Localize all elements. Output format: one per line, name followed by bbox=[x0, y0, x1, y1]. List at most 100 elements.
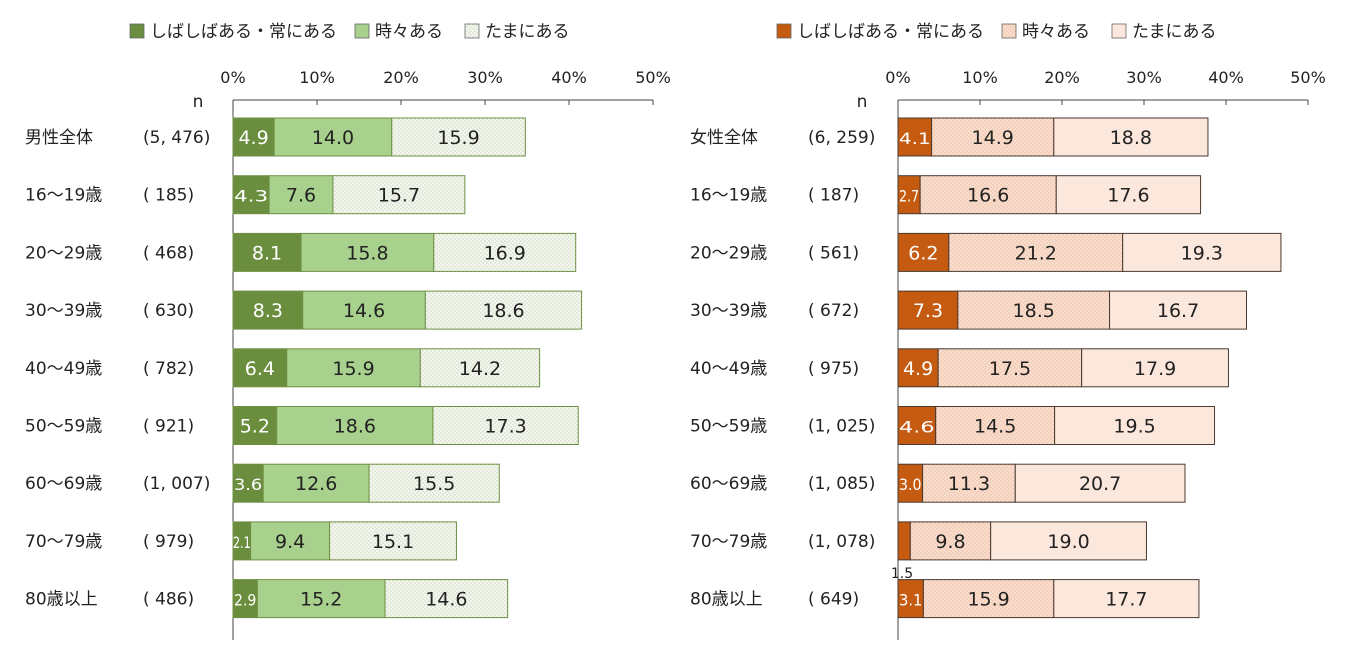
bar-segment bbox=[897, 579, 924, 619]
legend-swatch-2 bbox=[1001, 23, 1017, 39]
legend-label-1: しばしばある・常にある bbox=[797, 22, 984, 42]
x-tick-label: 20% bbox=[1044, 68, 1080, 87]
category-label: 50～59歳 bbox=[690, 417, 767, 437]
data-label: 6.4 bbox=[245, 358, 275, 380]
data-label: 1.5 bbox=[891, 566, 913, 582]
n-label: ( 187) bbox=[808, 186, 859, 206]
data-label: 14.6 bbox=[425, 589, 467, 611]
x-tick-label: 50% bbox=[1290, 68, 1326, 87]
bar-segment bbox=[232, 406, 278, 445]
data-label: 16.7 bbox=[1157, 300, 1199, 322]
data-label: 4.9 bbox=[238, 127, 268, 149]
n-label: ( 921) bbox=[143, 417, 194, 437]
x-tick-label: 30% bbox=[467, 68, 503, 87]
data-label: 8.3 bbox=[253, 300, 283, 322]
n-label: ( 486) bbox=[143, 590, 194, 610]
legend-label-2: 時々ある bbox=[1022, 22, 1090, 42]
bar-segment bbox=[990, 521, 1147, 561]
n-label: (5, 476) bbox=[143, 128, 210, 148]
category-label: 16～19歳 bbox=[690, 186, 767, 206]
category-label: 80歳以上 bbox=[25, 590, 98, 610]
bar-segment bbox=[1054, 406, 1216, 445]
male-chart-panel: しばしばある・常にある 時々ある たまにある 0% 10% 20% 30% 40% 50% n 男性… bbox=[25, 22, 671, 640]
data-label: 14.0 bbox=[312, 127, 354, 149]
data-label: 15.9 bbox=[437, 127, 479, 149]
legend-swatch-1 bbox=[776, 23, 792, 39]
bar-segment bbox=[424, 290, 583, 330]
data-label: 14.6 bbox=[343, 300, 385, 322]
bar-segment bbox=[1122, 232, 1282, 272]
data-label: 14.5 bbox=[974, 416, 1016, 438]
x-tick-label: 50% bbox=[635, 68, 671, 87]
bar-segment bbox=[286, 348, 421, 388]
data-label: 4.9 bbox=[903, 358, 933, 380]
n-label: ( 782) bbox=[143, 359, 194, 379]
bar-segment bbox=[232, 117, 275, 157]
bar-segment bbox=[897, 463, 924, 503]
data-label: 9.4 bbox=[275, 531, 305, 553]
x-tick-label: 40% bbox=[1208, 68, 1244, 87]
bar-segment bbox=[1109, 290, 1248, 330]
legend-swatch-2 bbox=[354, 23, 370, 39]
bar-segment bbox=[391, 117, 526, 157]
bar-segment bbox=[302, 290, 426, 330]
data-label: 14.9 bbox=[972, 127, 1014, 149]
bar-segment bbox=[897, 521, 911, 561]
bar-segment bbox=[897, 117, 933, 157]
bar-segment bbox=[1053, 579, 1200, 619]
bar-segment bbox=[256, 579, 386, 619]
bar-segment bbox=[935, 406, 1056, 445]
n-label: ( 561) bbox=[808, 243, 859, 263]
category-label: 60～69歳 bbox=[690, 474, 767, 494]
n-label: ( 185) bbox=[143, 186, 194, 206]
bar-segment bbox=[419, 348, 541, 388]
data-label: 18.6 bbox=[482, 300, 524, 322]
bar-segment bbox=[329, 521, 457, 561]
data-label: 19.5 bbox=[1113, 416, 1155, 438]
category-label: 50～59歳 bbox=[25, 417, 102, 437]
legend-label-2: 時々ある bbox=[375, 22, 443, 42]
data-label: 5.2 bbox=[240, 416, 270, 438]
bar-segment bbox=[931, 117, 1055, 157]
data-label: 4.1 bbox=[899, 129, 931, 148]
category-label: 20～29歳 bbox=[25, 243, 102, 263]
x-tick-label: 0% bbox=[885, 68, 910, 87]
data-label: 15.9 bbox=[332, 358, 374, 380]
data-label: 2.1 bbox=[233, 533, 251, 552]
bar-segment bbox=[232, 463, 264, 503]
category-label: 30～39歳 bbox=[690, 301, 767, 321]
x-tick-label: 0% bbox=[220, 68, 245, 87]
data-label: 4.3 bbox=[234, 187, 268, 206]
category-label: 40～49歳 bbox=[690, 359, 767, 379]
category-label: 20～29歳 bbox=[690, 243, 767, 263]
bar-segment bbox=[384, 579, 509, 619]
data-label: 2.7 bbox=[899, 187, 919, 206]
data-label: 17.9 bbox=[1134, 358, 1176, 380]
bar-segment bbox=[432, 406, 579, 445]
legend-swatch-1 bbox=[129, 23, 145, 39]
female-chart-panel: しばしばある・常にある 時々ある たまにある 0% 10% 20% 30% 40% 50% n 女性… bbox=[690, 22, 1326, 640]
data-label: 15.8 bbox=[346, 242, 388, 264]
n-label: ( 630) bbox=[143, 301, 194, 321]
n-label: (1, 007) bbox=[143, 474, 210, 494]
bar-segment bbox=[250, 521, 331, 561]
data-label: 6.2 bbox=[908, 242, 938, 264]
n-label: ( 672) bbox=[808, 301, 859, 321]
bar-segment bbox=[300, 232, 435, 272]
bar-segment bbox=[232, 579, 258, 619]
category-label: 40～49歳 bbox=[25, 359, 102, 379]
data-label: 18.6 bbox=[334, 416, 376, 438]
legend-swatch-3 bbox=[1111, 23, 1127, 39]
bar-segment bbox=[273, 117, 393, 157]
bar-segment bbox=[922, 463, 1016, 503]
data-label: 15.7 bbox=[378, 185, 420, 207]
bar-segment bbox=[368, 463, 500, 503]
data-label: 15.9 bbox=[967, 589, 1009, 611]
legend-label-3: たまにある bbox=[485, 22, 570, 42]
data-label: 18.5 bbox=[1013, 300, 1055, 322]
bar-segment bbox=[232, 232, 302, 272]
bar-segment bbox=[1081, 348, 1229, 388]
bar-segment bbox=[897, 406, 937, 445]
bar-segment bbox=[332, 175, 466, 215]
